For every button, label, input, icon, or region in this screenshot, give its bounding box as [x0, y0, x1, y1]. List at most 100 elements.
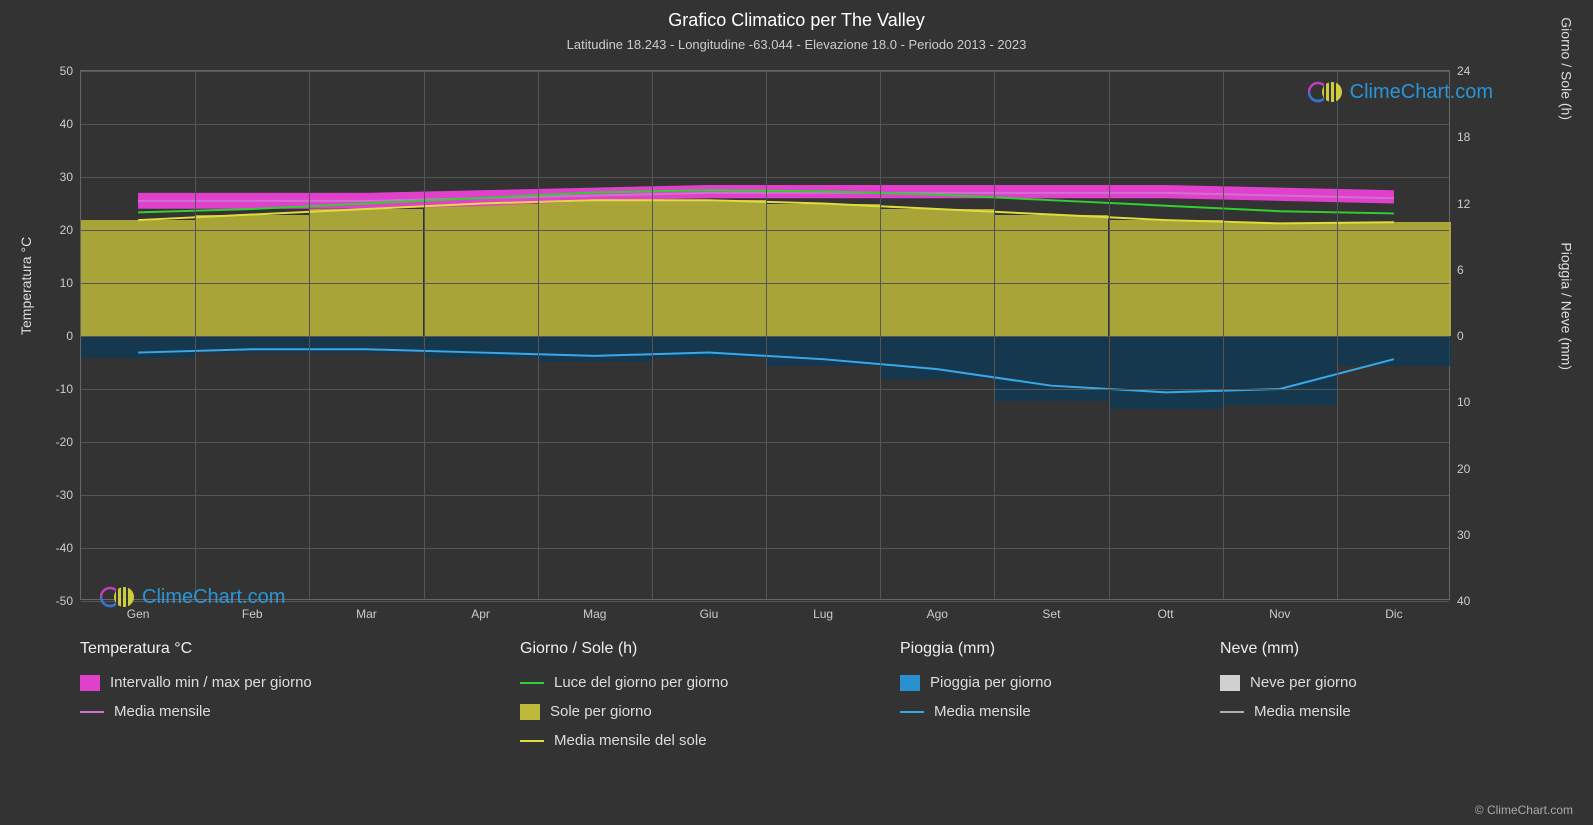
x-tick-month: Nov	[1269, 599, 1290, 621]
y-tick-left: -10	[56, 382, 81, 396]
legend-column: Pioggia (mm) Pioggia per giorno Media mens…	[900, 640, 1200, 749]
y-tick-right-mm: 20	[1449, 462, 1470, 476]
legend-label: Luce del giorno per giorno	[554, 674, 728, 691]
legend-heading: Giorno / Sole (h)	[520, 640, 880, 658]
legend-column: Giorno / Sole (h) Luce del giorno per gio…	[520, 640, 880, 749]
climechart-logo-icon	[1308, 80, 1344, 104]
x-tick-month: Set	[1042, 599, 1060, 621]
y-tick-left: -40	[56, 541, 81, 555]
y-tick-left: -20	[56, 435, 81, 449]
legend-item: Pioggia per giorno	[900, 674, 1200, 691]
legend-swatch	[900, 711, 924, 713]
grid-line-v	[1337, 71, 1338, 599]
y-tick-right-hours: 6	[1449, 263, 1464, 277]
y-tick-left: 50	[60, 64, 81, 78]
legend-label: Sole per giorno	[550, 703, 652, 720]
legend-label: Intervallo min / max per giorno	[110, 674, 312, 691]
legend-swatch	[1220, 711, 1244, 713]
watermark-text: ClimeChart.com	[1350, 81, 1493, 104]
legend-item: Media mensile del sole	[520, 732, 880, 749]
watermark-top: ClimeChart.com	[1308, 80, 1493, 104]
grid-line-v	[652, 71, 653, 599]
legend-heading: Temperatura °C	[80, 640, 500, 658]
legend-label: Media mensile	[114, 703, 211, 720]
x-tick-month: Ago	[927, 599, 948, 621]
legend-item: Luce del giorno per giorno	[520, 674, 880, 691]
legend-heading: Pioggia (mm)	[900, 640, 1200, 658]
legend-item: Media mensile	[1220, 703, 1520, 720]
grid-line-v	[1223, 71, 1224, 599]
x-tick-month: Dic	[1385, 599, 1402, 621]
chart-lines-svg	[81, 71, 1449, 599]
y-tick-right-mm: 40	[1449, 594, 1470, 608]
copyright: © ClimeChart.com	[1475, 803, 1573, 817]
y-tick-right-mm: 10	[1449, 395, 1470, 409]
legend-label: Pioggia per giorno	[930, 674, 1052, 691]
y-tick-left: 30	[60, 170, 81, 184]
grid-line-h	[81, 495, 1449, 496]
grid-line-h	[81, 601, 1449, 602]
y-tick-right-hours: 18	[1449, 130, 1470, 144]
legend-label: Neve per giorno	[1250, 674, 1357, 691]
y-tick-left: 10	[60, 276, 81, 290]
watermark-text: ClimeChart.com	[142, 586, 285, 609]
legend-label: Media mensile	[934, 703, 1031, 720]
x-tick-month: Lug	[813, 599, 833, 621]
legend-label: Media mensile	[1254, 703, 1351, 720]
y-tick-right-hours: 24	[1449, 64, 1470, 78]
x-tick-month: Mar	[356, 599, 377, 621]
grid-line-v	[309, 71, 310, 599]
y-axis-right-bottom-label: Pioggia / Neve (mm)	[1559, 242, 1575, 370]
grid-line-v	[1109, 71, 1110, 599]
y-tick-left: 40	[60, 117, 81, 131]
legend-swatch	[520, 704, 540, 720]
grid-line-v	[994, 71, 995, 599]
legend-item: Media mensile	[900, 703, 1200, 720]
y-tick-right-hours: 0	[1449, 329, 1464, 343]
grid-line-h	[81, 230, 1449, 231]
chart-title: Grafico Climatico per The Valley	[0, 0, 1593, 31]
grid-line-v	[424, 71, 425, 599]
y-tick-left: 0	[66, 329, 81, 343]
x-tick-month: Ott	[1158, 599, 1174, 621]
legend-swatch	[520, 682, 544, 684]
y-tick-left: -30	[56, 488, 81, 502]
grid-line-h	[81, 336, 1449, 337]
y-tick-right-hours: 12	[1449, 197, 1470, 211]
legend-heading: Neve (mm)	[1220, 640, 1520, 658]
legend-column: Neve (mm) Neve per giorno Media mensile	[1220, 640, 1520, 749]
chart-subtitle: Latitudine 18.243 - Longitudine -63.044 …	[0, 31, 1593, 52]
grid-line-h	[81, 71, 1449, 72]
y-axis-right-top-label: Giorno / Sole (h)	[1559, 17, 1575, 120]
plot-area: -50-40-30-20-100102030405006121824102030…	[80, 70, 1450, 600]
grid-line-v	[195, 71, 196, 599]
legend: Temperatura °C Intervallo min / max per g…	[80, 640, 1533, 749]
legend-item: Sole per giorno	[520, 703, 880, 720]
legend-item: Intervallo min / max per giorno	[80, 674, 500, 691]
grid-line-h	[81, 283, 1449, 284]
legend-swatch	[80, 711, 104, 713]
legend-item: Neve per giorno	[1220, 674, 1520, 691]
grid-line-h	[81, 389, 1449, 390]
legend-column: Temperatura °C Intervallo min / max per g…	[80, 640, 500, 749]
y-tick-left: -50	[56, 594, 81, 608]
climechart-logo-icon	[100, 585, 136, 609]
legend-swatch	[1220, 675, 1240, 691]
legend-swatch	[900, 675, 920, 691]
grid-line-v	[766, 71, 767, 599]
watermark-bottom: ClimeChart.com	[100, 585, 285, 609]
x-tick-month: Apr	[471, 599, 490, 621]
grid-line-h	[81, 442, 1449, 443]
legend-swatch	[520, 740, 544, 742]
grid-line-h	[81, 124, 1449, 125]
legend-item: Media mensile	[80, 703, 500, 720]
grid-line-h	[81, 177, 1449, 178]
climate-chart: Grafico Climatico per The Valley Latitud…	[0, 0, 1593, 825]
grid-line-h	[81, 548, 1449, 549]
x-tick-month: Giu	[700, 599, 719, 621]
grid-line-v	[880, 71, 881, 599]
legend-label: Media mensile del sole	[554, 732, 707, 749]
grid-line-v	[538, 71, 539, 599]
y-axis-left-label: Temperatura °C	[18, 237, 34, 335]
y-tick-right-mm: 30	[1449, 528, 1470, 542]
